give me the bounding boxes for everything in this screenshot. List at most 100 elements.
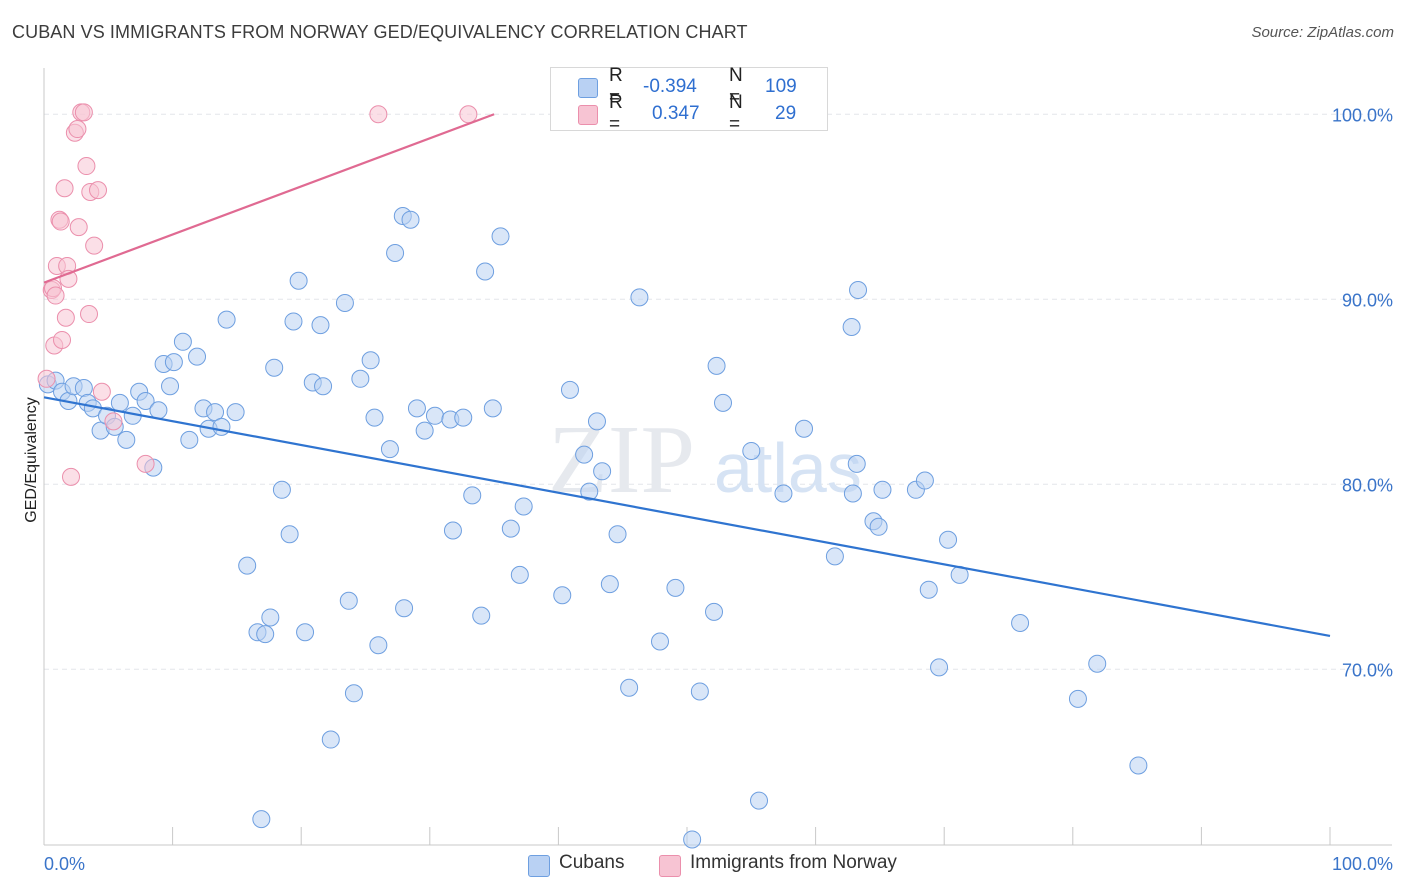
point-cubans-55 — [395, 599, 414, 618]
point-cubans-68 — [501, 519, 520, 538]
trend-lines — [43, 113, 1331, 638]
point-norway-27 — [369, 105, 388, 124]
legend-swatch-blue — [578, 78, 598, 98]
point-cubans-38 — [284, 312, 303, 331]
point-cubans-99 — [873, 480, 892, 499]
point-cubans-56 — [401, 210, 420, 229]
point-cubans-85 — [705, 602, 724, 621]
axes — [43, 68, 1392, 846]
point-cubans-101 — [915, 471, 934, 490]
point-cubans-26 — [206, 403, 225, 422]
point-cubans-19 — [161, 377, 180, 396]
point-cubans-90 — [774, 484, 793, 503]
point-cubans-76 — [593, 462, 612, 481]
point-cubans-80 — [630, 288, 649, 307]
point-cubans-59 — [425, 406, 444, 425]
point-cubans-50 — [365, 408, 384, 427]
point-cubans-12 — [117, 430, 136, 449]
axis-labels: 70.0% 80.0% 90.0% 100.0% 0.0% 100.0% — [44, 105, 1393, 874]
point-cubans-21 — [173, 332, 192, 351]
point-cubans-77 — [600, 575, 619, 594]
point-cubans-88 — [742, 441, 761, 460]
point-cubans-103 — [930, 658, 949, 677]
bottom-legend-swatch-cubans — [528, 855, 550, 877]
point-cubans-84 — [690, 682, 709, 701]
point-norway-10 — [56, 308, 75, 327]
point-cubans-45 — [335, 293, 354, 312]
point-cubans-40 — [296, 623, 315, 642]
point-cubans-64 — [472, 606, 491, 625]
point-norway-25 — [104, 412, 123, 431]
point-norway-9 — [55, 179, 74, 198]
legend-swatch-pink — [578, 105, 598, 125]
point-cubans-51 — [369, 636, 388, 655]
watermark-zip: ZIP — [548, 406, 695, 514]
point-cubans-58 — [415, 421, 434, 440]
point-cubans-75 — [587, 412, 606, 431]
y-tick-label-90: 90.0% — [1342, 290, 1393, 310]
legend-r-value-cubans: -0.394 — [643, 76, 697, 97]
point-cubans-96 — [849, 281, 868, 299]
point-cubans-98 — [869, 517, 888, 536]
point-cubans-46 — [339, 591, 358, 610]
point-cubans-65 — [476, 262, 495, 281]
y-tick-label-70: 70.0% — [1342, 660, 1393, 680]
point-cubans-70 — [514, 497, 533, 516]
trend-line-cubans — [43, 396, 1331, 638]
legend-n-label: N = — [729, 92, 743, 135]
point-cubans-35 — [265, 358, 284, 377]
point-cubans-49 — [361, 351, 380, 370]
point-cubans-69 — [510, 565, 529, 584]
point-cubans-89 — [750, 791, 769, 810]
point-norway-0 — [37, 369, 56, 388]
point-norway-16 — [69, 218, 88, 237]
point-norway-23 — [89, 181, 108, 200]
point-cubans-29 — [226, 403, 245, 422]
bottom-legend-swatch-norway — [659, 855, 681, 877]
point-cubans-5 — [74, 379, 93, 398]
point-cubans-87 — [714, 393, 733, 412]
point-cubans-108 — [1088, 654, 1107, 673]
point-cubans-62 — [454, 408, 473, 427]
point-cubans-82 — [666, 578, 685, 597]
point-cubans-30 — [238, 556, 257, 575]
point-cubans-27 — [212, 417, 231, 436]
point-cubans-17 — [149, 401, 168, 420]
point-cubans-36 — [272, 480, 291, 499]
data-points — [37, 103, 1148, 849]
point-cubans-47 — [344, 684, 363, 703]
point-norway-20 — [80, 305, 99, 324]
bottom-legend-cubans: Cubans — [559, 852, 625, 873]
point-cubans-91 — [795, 419, 814, 438]
point-cubans-22 — [180, 430, 199, 449]
point-cubans-106 — [1011, 614, 1030, 632]
legend-n-value-norway: 29 — [775, 103, 797, 124]
point-cubans-61 — [443, 521, 462, 540]
point-cubans-20 — [164, 353, 183, 372]
source-credit: Source: ZipAtlas.com — [1251, 24, 1394, 41]
point-cubans-11 — [110, 393, 129, 412]
point-norway-26 — [136, 454, 155, 473]
point-cubans-107 — [1068, 689, 1087, 708]
point-norway-8 — [53, 330, 72, 349]
point-cubans-71 — [553, 586, 572, 605]
point-cubans-39 — [289, 271, 308, 290]
point-cubans-23 — [188, 347, 207, 366]
point-cubans-74 — [580, 482, 599, 501]
point-norway-28 — [459, 105, 478, 124]
point-cubans-66 — [483, 399, 502, 418]
point-cubans-95 — [847, 454, 866, 473]
point-norway-24 — [92, 382, 111, 401]
point-norway-7 — [51, 212, 70, 231]
point-cubans-67 — [491, 227, 510, 246]
legend-n-value-cubans: 109 — [765, 76, 797, 97]
point-cubans-102 — [919, 580, 938, 599]
point-cubans-32 — [252, 810, 271, 829]
point-cubans-28 — [217, 310, 236, 329]
x-tick-label-min: 0.0% — [44, 854, 85, 874]
point-cubans-93 — [842, 318, 861, 336]
point-cubans-81 — [650, 632, 669, 651]
chart-title: CUBAN VS IMMIGRANTS FROM NORWAY GED/EQUI… — [12, 22, 748, 42]
point-cubans-33 — [256, 625, 275, 644]
